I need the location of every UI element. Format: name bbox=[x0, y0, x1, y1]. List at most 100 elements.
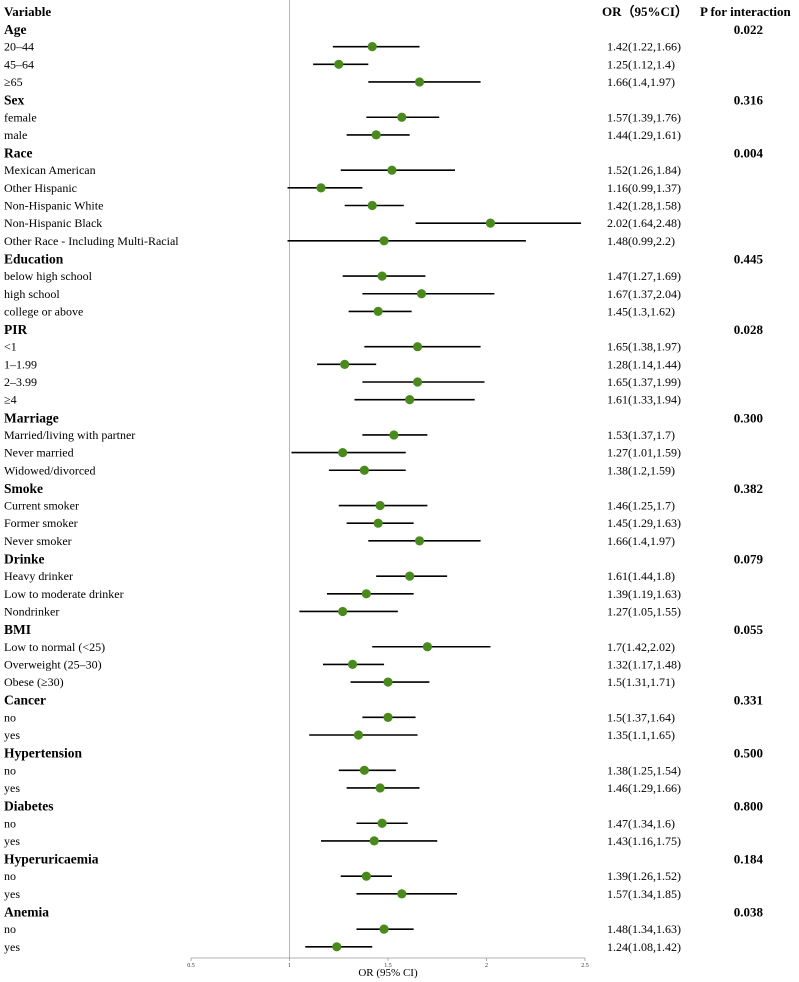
or-ci-value: 1.27(1.01,1.59) bbox=[607, 446, 681, 460]
p-interaction-value: 0.382 bbox=[734, 481, 763, 496]
group-label: Smoke bbox=[4, 481, 43, 496]
or-point bbox=[389, 430, 399, 440]
or-point bbox=[379, 924, 389, 934]
subgroup-label: no bbox=[4, 763, 16, 777]
or-point bbox=[414, 536, 425, 546]
subgroup-label: Never married bbox=[4, 446, 74, 460]
or-ci-value: 1.39(1.26,1.52) bbox=[607, 869, 681, 883]
p-interaction-value: 0.800 bbox=[734, 799, 763, 814]
or-point bbox=[334, 59, 344, 69]
subgroup-label: high school bbox=[4, 287, 60, 301]
subgroup-label: no bbox=[4, 816, 16, 830]
or-ci-value: 1.42(1.28,1.58) bbox=[607, 199, 681, 213]
or-point bbox=[332, 942, 342, 952]
or-ci-value: 1.7(1.42,2.02) bbox=[607, 640, 675, 654]
subgroup-label: yes bbox=[4, 728, 20, 742]
x-tick-label: 2 bbox=[485, 963, 488, 969]
p-interaction-value: 0.331 bbox=[734, 693, 763, 708]
p-interaction-value: 0.184 bbox=[734, 852, 764, 867]
or-ci-value: 1.38(1.2,1.59) bbox=[607, 463, 675, 477]
or-point bbox=[414, 77, 425, 87]
subgroup-label: Never smoker bbox=[4, 534, 72, 548]
p-interaction-value: 0.022 bbox=[734, 22, 763, 37]
or-point bbox=[387, 165, 397, 175]
or-point bbox=[377, 271, 387, 281]
or-ci-value: 1.46(1.29,1.66) bbox=[607, 781, 681, 795]
group-label: Anemia bbox=[4, 905, 49, 920]
or-ci-value: 1.35(1.1,1.65) bbox=[607, 728, 675, 742]
or-ci-value: 1.45(1.3,1.62) bbox=[607, 304, 675, 318]
subgroup-label: Nondrinker bbox=[4, 604, 59, 618]
subgroup-label: Low to moderate drinker bbox=[4, 587, 124, 601]
or-ci-value: 1.53(1.37,1.7) bbox=[607, 428, 675, 442]
subgroup-label: Overweight (25–30) bbox=[4, 657, 102, 671]
or-ci-value: 1.66(1.4,1.97) bbox=[607, 75, 675, 89]
or-point bbox=[397, 889, 407, 899]
or-point bbox=[412, 377, 423, 387]
or-point bbox=[377, 818, 387, 828]
or-ci-value: 1.65(1.38,1.97) bbox=[607, 340, 681, 354]
subgroup-label: Former smoker bbox=[4, 516, 78, 530]
or-ci-value: 1.5(1.37,1.64) bbox=[607, 710, 675, 724]
or-point bbox=[379, 236, 389, 246]
or-point bbox=[353, 730, 364, 740]
header-or: OR（95%CI） bbox=[602, 4, 688, 19]
or-ci-value: 1.38(1.25,1.54) bbox=[607, 763, 681, 777]
group-label: Cancer bbox=[4, 693, 46, 708]
header-variable: Variable bbox=[4, 4, 51, 19]
or-point bbox=[485, 218, 496, 228]
p-interaction-value: 0.316 bbox=[734, 93, 764, 108]
or-point bbox=[412, 342, 423, 352]
header-p: P for interaction bbox=[700, 4, 792, 19]
p-interaction-value: 0.004 bbox=[734, 146, 764, 161]
or-point bbox=[359, 465, 369, 475]
subgroup-label: college or above bbox=[4, 304, 83, 318]
or-point bbox=[405, 395, 415, 405]
subgroup-label: below high school bbox=[4, 269, 93, 283]
or-ci-value: 1.45(1.29,1.63) bbox=[607, 516, 681, 530]
or-ci-value: 1.52(1.26,1.84) bbox=[607, 163, 681, 177]
or-point bbox=[397, 112, 407, 122]
or-point bbox=[373, 306, 383, 316]
p-interaction-value: 0.079 bbox=[734, 552, 764, 567]
or-point bbox=[371, 130, 381, 140]
group-label: Diabetes bbox=[4, 799, 54, 814]
or-point bbox=[338, 448, 348, 458]
subgroup-label: female bbox=[4, 110, 37, 124]
group-label: Sex bbox=[4, 93, 25, 108]
or-ci-value: 1.61(1.44,1.8) bbox=[607, 569, 675, 583]
group-label: Drinke bbox=[4, 552, 45, 567]
or-ci-value: 1.25(1.12,1.4) bbox=[607, 57, 675, 71]
or-ci-value: 1.57(1.39,1.76) bbox=[607, 110, 681, 124]
or-point bbox=[375, 500, 385, 511]
or-point bbox=[340, 359, 350, 369]
subgroup-label: Obese (≥30) bbox=[4, 675, 64, 689]
or-ci-value: 1.65(1.37,1.99) bbox=[607, 375, 681, 389]
x-tick-label: 1 bbox=[288, 963, 291, 969]
or-point bbox=[373, 518, 383, 528]
subgroup-label: no bbox=[4, 869, 16, 883]
subgroup-label: Other Hispanic bbox=[4, 181, 77, 195]
subgroup-label: no bbox=[4, 710, 16, 724]
subgroup-label: no bbox=[4, 922, 16, 936]
group-label: Hypertension bbox=[4, 746, 82, 761]
or-point bbox=[383, 712, 393, 722]
subgroup-label: yes bbox=[4, 834, 20, 848]
subgroup-label: yes bbox=[4, 781, 20, 795]
x-tick-label: 2.5 bbox=[581, 963, 589, 969]
or-point bbox=[416, 289, 427, 299]
subgroup-label: 20–44 bbox=[4, 40, 34, 54]
or-ci-value: 1.39(1.19,1.63) bbox=[607, 587, 681, 601]
x-tick-label: 0.5 bbox=[187, 963, 195, 969]
or-ci-value: 2.02(1.64,2.48) bbox=[607, 216, 681, 230]
or-ci-value: 1.27(1.05,1.55) bbox=[607, 604, 681, 618]
subgroup-label: ≥65 bbox=[4, 75, 23, 89]
or-point bbox=[369, 836, 379, 846]
or-point bbox=[405, 571, 415, 581]
p-interaction-value: 0.055 bbox=[734, 622, 764, 637]
or-point bbox=[367, 42, 377, 52]
x-axis-label: OR (95% CI) bbox=[358, 967, 418, 979]
or-ci-value: 1.57(1.34,1.85) bbox=[607, 887, 681, 901]
subgroup-label: Other Race - Including Multi-Racial bbox=[4, 234, 179, 248]
forest-rows: Age 0.022 20–44 1.42(1.22,1.66) 45–64 1.25(1.… bbox=[4, 22, 764, 954]
